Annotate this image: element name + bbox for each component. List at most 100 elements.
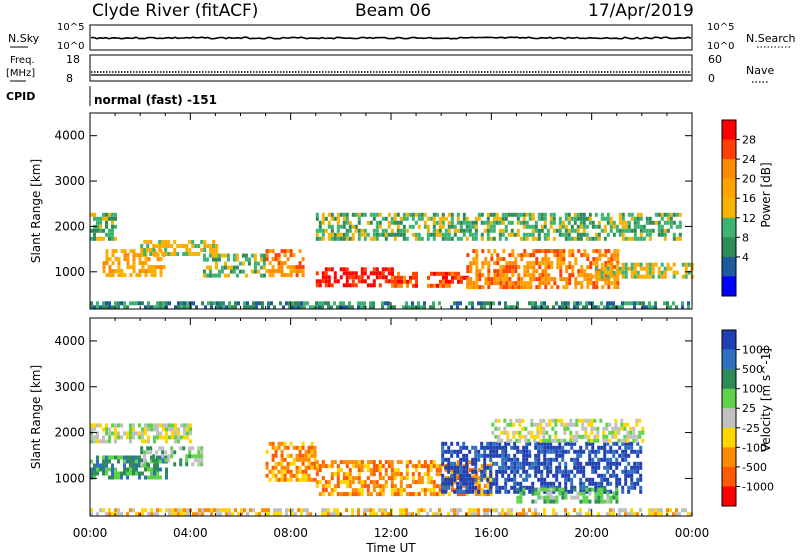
data-cell — [336, 468, 340, 473]
data-cell — [522, 469, 526, 474]
data-cell — [570, 441, 574, 446]
data-cell — [648, 216, 652, 221]
data-cell — [579, 301, 582, 306]
data-cell — [177, 301, 180, 306]
data-cell — [318, 279, 322, 284]
data-cell — [562, 277, 566, 282]
data-cell — [123, 257, 127, 262]
data-cell — [603, 305, 606, 310]
data-cell — [448, 271, 451, 276]
data-cell — [96, 467, 99, 472]
data-cell — [321, 216, 325, 221]
data-cell — [191, 454, 195, 459]
data-cell — [177, 435, 180, 440]
data-cell — [397, 283, 400, 288]
data-cell — [492, 449, 496, 454]
data-cell — [180, 305, 183, 310]
data-cell — [90, 512, 93, 517]
data-cell — [459, 469, 463, 474]
y-tick-label: 3000 — [54, 174, 85, 188]
data-cell — [603, 445, 607, 450]
data-cell — [523, 253, 527, 258]
data-cell — [493, 273, 497, 278]
data-cell — [120, 269, 124, 274]
data-cell — [387, 512, 390, 517]
data-cell — [417, 480, 421, 485]
data-cell — [486, 477, 490, 482]
data-cell — [543, 216, 547, 221]
data-cell — [132, 261, 136, 266]
data-cell — [465, 220, 469, 225]
colorbar-label: 500 — [742, 363, 763, 376]
data-cell — [511, 261, 515, 266]
y-tick-label: 1000 — [54, 471, 85, 485]
data-cell — [456, 449, 460, 454]
data-cell — [153, 475, 156, 480]
data-cell — [480, 445, 484, 450]
data-cell — [96, 471, 99, 476]
data-cell — [579, 508, 582, 513]
data-cell — [375, 271, 379, 276]
data-cell — [390, 472, 394, 477]
data-cell — [321, 301, 324, 306]
data-cell — [483, 449, 487, 454]
data-cell — [243, 508, 246, 513]
data-cell — [645, 266, 649, 271]
data-cell — [549, 469, 553, 474]
data-cell — [574, 257, 578, 262]
data-cell — [450, 212, 454, 217]
data-cell — [531, 305, 534, 310]
data-cell — [639, 508, 642, 513]
data-cell — [375, 484, 379, 489]
data-cell — [567, 489, 571, 494]
data-cell — [180, 301, 183, 306]
data-cell — [450, 473, 454, 478]
data-cell — [108, 439, 111, 444]
data-cell — [310, 477, 314, 482]
data-cell — [546, 491, 550, 496]
data-cell — [223, 261, 227, 266]
data-cell — [501, 212, 505, 217]
station-title: Clyde River (fitACF) — [92, 1, 258, 21]
data-cell — [280, 261, 284, 266]
data-cell — [153, 269, 157, 274]
data-cell — [501, 216, 505, 221]
colorbar-label: 12 — [742, 212, 756, 225]
data-cell — [601, 285, 605, 290]
data-cell — [623, 438, 627, 443]
data-cell — [468, 228, 472, 233]
data-cell — [159, 455, 162, 460]
data-cell — [357, 488, 361, 493]
data-cell — [618, 305, 621, 310]
data-cell — [375, 464, 379, 469]
data-cell — [556, 249, 560, 254]
data-cell — [582, 491, 586, 496]
data-cell — [298, 453, 302, 458]
data-cell — [615, 473, 619, 478]
data-cell — [573, 220, 577, 225]
data-cell — [535, 277, 539, 282]
data-cell — [426, 472, 430, 477]
data-cell — [519, 512, 522, 517]
data-cell — [509, 422, 513, 427]
data-cell — [633, 232, 637, 237]
data-cell — [111, 253, 115, 258]
data-cell — [465, 492, 469, 497]
data-cell — [654, 262, 658, 267]
data-cell — [498, 453, 502, 458]
data-cell — [603, 465, 607, 470]
data-cell — [489, 449, 493, 454]
data-cell — [447, 477, 451, 482]
data-cell — [468, 220, 472, 225]
data-cell — [606, 441, 610, 446]
data-cell — [666, 512, 669, 517]
data-cell — [216, 305, 219, 310]
data-cell — [635, 438, 639, 443]
data-cell — [336, 279, 340, 284]
data-cell — [624, 469, 628, 474]
data-cell — [345, 232, 349, 237]
data-cell — [310, 465, 314, 470]
data-cell — [447, 445, 451, 450]
data-cell — [583, 277, 587, 282]
data-cell — [511, 253, 515, 258]
